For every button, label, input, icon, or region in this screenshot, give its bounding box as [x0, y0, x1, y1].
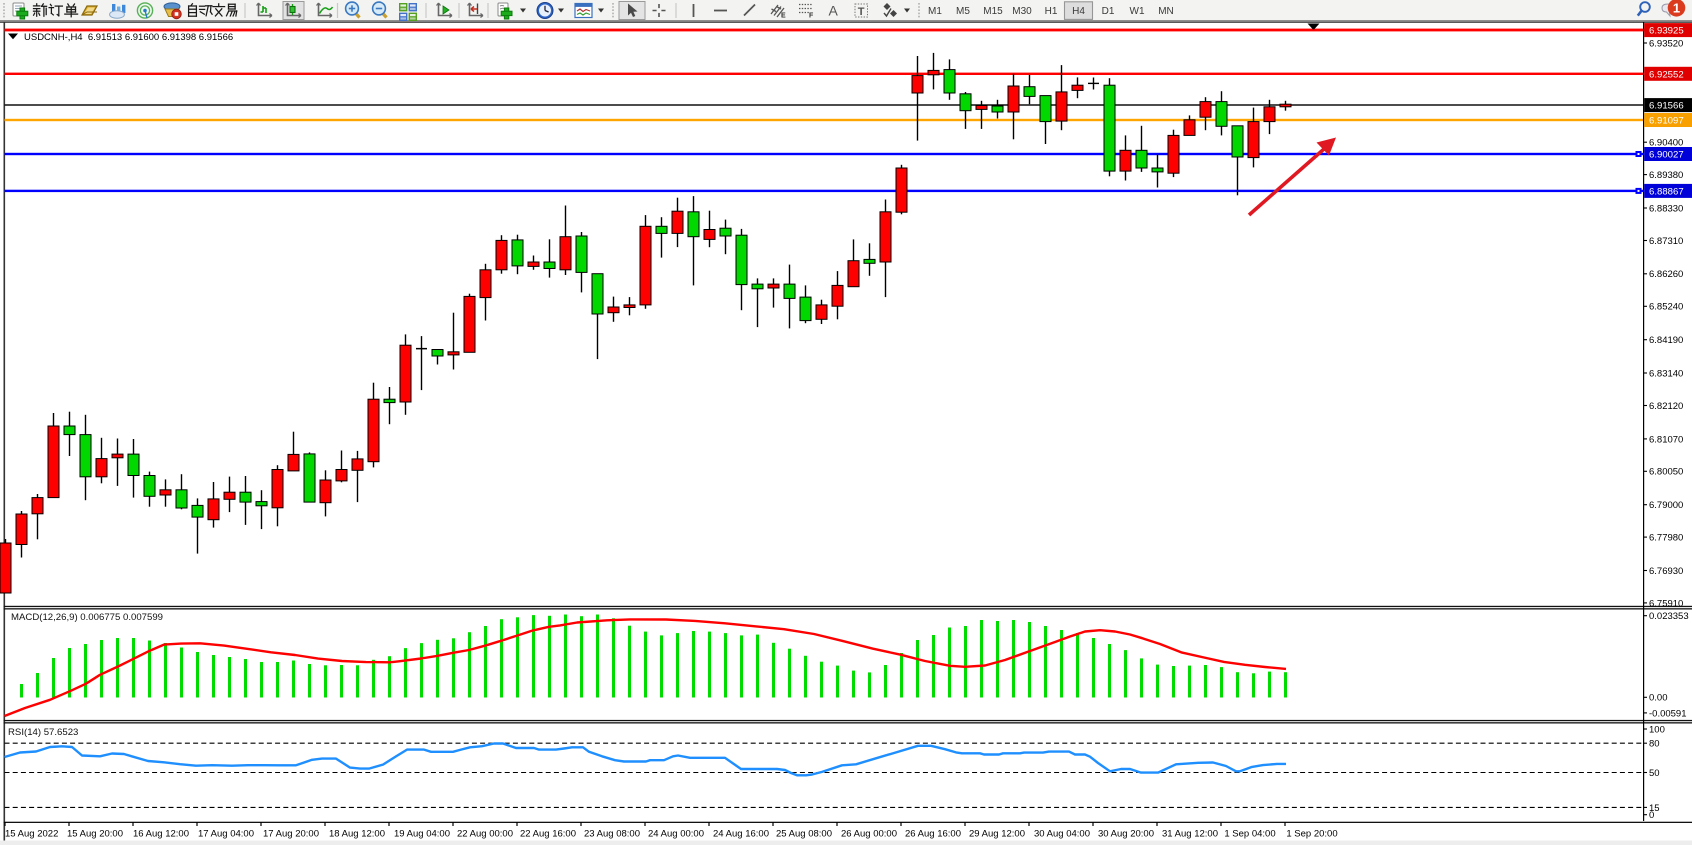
svg-text:M5: M5 — [956, 6, 970, 17]
svg-text:H1: H1 — [1045, 6, 1058, 17]
svg-text:6.91097: 6.91097 — [1649, 116, 1684, 127]
svg-text:0.00: 0.00 — [1649, 693, 1668, 704]
svg-text:31 Aug 12:00: 31 Aug 12:00 — [1162, 829, 1218, 840]
svg-text:6.91566: 6.91566 — [1649, 101, 1684, 112]
svg-text:0.023353: 0.023353 — [1649, 611, 1689, 622]
svg-text:MACD(12,26,9) 0.006775 0.00759: MACD(12,26,9) 0.006775 0.007599 — [11, 612, 163, 623]
svg-text:24 Aug 16:00: 24 Aug 16:00 — [713, 829, 769, 840]
svg-text:17 Aug 20:00: 17 Aug 20:00 — [263, 829, 319, 840]
svg-text:15 Aug 2022: 15 Aug 2022 — [5, 829, 58, 840]
svg-text:F: F — [809, 13, 814, 20]
svg-text:-0.00591: -0.00591 — [1649, 708, 1687, 719]
svg-text:22 Aug 16:00: 22 Aug 16:00 — [520, 829, 576, 840]
svg-text:USDCNH-,H4 6.91513 6.91600 6.: USDCNH-,H4 6.91513 6.91600 6.91398 6.915… — [24, 32, 233, 43]
svg-text:6.85240: 6.85240 — [1649, 302, 1683, 313]
svg-text:A: A — [829, 3, 839, 19]
svg-text:D1: D1 — [1102, 6, 1115, 17]
svg-text:30 Aug 20:00: 30 Aug 20:00 — [1098, 829, 1154, 840]
svg-text:23 Aug 08:00: 23 Aug 08:00 — [584, 829, 640, 840]
svg-text:6.81070: 6.81070 — [1649, 434, 1683, 445]
svg-text:26 Aug 00:00: 26 Aug 00:00 — [841, 829, 897, 840]
svg-text:1: 1 — [1673, 0, 1680, 15]
svg-text:16 Aug 12:00: 16 Aug 12:00 — [133, 829, 189, 840]
svg-text:6.77980: 6.77980 — [1649, 533, 1683, 544]
svg-text:6.76930: 6.76930 — [1649, 566, 1683, 577]
svg-text:17 Aug 04:00: 17 Aug 04:00 — [198, 829, 254, 840]
svg-text:6.75910: 6.75910 — [1649, 598, 1683, 609]
svg-text:6.93520: 6.93520 — [1649, 38, 1683, 49]
svg-text:0: 0 — [1649, 810, 1654, 821]
svg-text:6.87310: 6.87310 — [1649, 236, 1683, 247]
svg-text:RSI(14) 57.6523: RSI(14) 57.6523 — [8, 727, 78, 738]
svg-text:1 Sep 04:00: 1 Sep 04:00 — [1224, 829, 1275, 840]
svg-text:1 Sep 20:00: 1 Sep 20:00 — [1286, 829, 1337, 840]
svg-text:25 Aug 08:00: 25 Aug 08:00 — [776, 829, 832, 840]
svg-text:6.90027: 6.90027 — [1649, 150, 1684, 161]
svg-text:19 Aug 04:00: 19 Aug 04:00 — [394, 829, 450, 840]
svg-text:29 Aug 12:00: 29 Aug 12:00 — [969, 829, 1025, 840]
svg-text:M30: M30 — [1012, 6, 1032, 17]
svg-text:18 Aug 12:00: 18 Aug 12:00 — [329, 829, 385, 840]
svg-text:26 Aug 16:00: 26 Aug 16:00 — [905, 829, 961, 840]
svg-text:6.82120: 6.82120 — [1649, 401, 1683, 412]
svg-text:6.88867: 6.88867 — [1649, 186, 1684, 197]
svg-text:6.79000: 6.79000 — [1649, 500, 1683, 511]
svg-text:M15: M15 — [983, 6, 1003, 17]
svg-text:6.92552: 6.92552 — [1649, 69, 1684, 80]
svg-text:50: 50 — [1649, 768, 1660, 779]
svg-text:6.90400: 6.90400 — [1649, 138, 1683, 149]
svg-text:6.84190: 6.84190 — [1649, 335, 1683, 346]
svg-text:100: 100 — [1649, 724, 1665, 735]
svg-text:6.83140: 6.83140 — [1649, 368, 1683, 379]
svg-text:15 Aug 20:00: 15 Aug 20:00 — [67, 829, 123, 840]
svg-text:22 Aug 00:00: 22 Aug 00:00 — [457, 829, 513, 840]
svg-text:15: 15 — [1649, 803, 1660, 814]
svg-text:6.86260: 6.86260 — [1649, 269, 1683, 280]
svg-text:T: T — [858, 6, 865, 18]
svg-text:W1: W1 — [1130, 6, 1145, 17]
svg-text:80: 80 — [1649, 739, 1660, 750]
svg-text:H4: H4 — [1072, 6, 1085, 17]
svg-text:6.89380: 6.89380 — [1649, 170, 1683, 181]
svg-text:6.93925: 6.93925 — [1649, 26, 1684, 37]
svg-text:24 Aug 00:00: 24 Aug 00:00 — [648, 829, 704, 840]
svg-text:6.88330: 6.88330 — [1649, 203, 1683, 214]
svg-text:6.80050: 6.80050 — [1649, 467, 1683, 478]
svg-text:E: E — [781, 13, 786, 20]
svg-text:M1: M1 — [928, 6, 942, 17]
svg-text:MN: MN — [1158, 6, 1174, 17]
svg-text:30 Aug 04:00: 30 Aug 04:00 — [1034, 829, 1090, 840]
